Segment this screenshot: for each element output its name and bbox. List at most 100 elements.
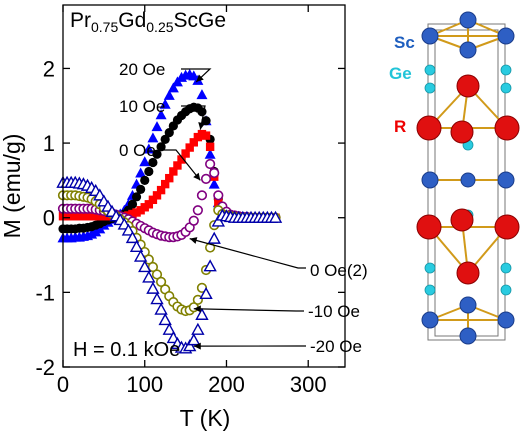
inset-label-sc: Sc (394, 33, 415, 52)
r-atoms (416, 74, 520, 285)
y-tick-label: -1 (35, 280, 55, 305)
data-point (205, 158, 216, 170)
y-tick-label: 2 (43, 56, 55, 81)
data-point (142, 270, 156, 283)
data-point (148, 195, 158, 205)
inset-label-ge: Ge (389, 64, 412, 83)
data-point (192, 294, 203, 305)
x-tick-label: 100 (126, 372, 163, 397)
data-point (163, 89, 175, 100)
arrow-head (193, 172, 201, 181)
y-tick-label: 0 (43, 206, 55, 231)
arrow-head (193, 342, 201, 350)
annotation-arrow (193, 308, 304, 312)
data-point (151, 121, 163, 132)
data-point (200, 173, 212, 185)
data-point (155, 276, 167, 288)
x-tick-label: 0 (57, 372, 69, 397)
data-point (209, 167, 220, 179)
data-point (146, 281, 160, 294)
data-point (151, 269, 163, 280)
data-point (192, 205, 203, 216)
arrow-head (189, 237, 198, 244)
annotation-label: -10 Oe (308, 302, 360, 321)
data-point (147, 261, 159, 273)
data-point (162, 322, 176, 335)
data-point (205, 142, 215, 152)
data-point (133, 249, 148, 262)
data-point (156, 142, 166, 152)
data-point (204, 148, 216, 159)
data-point (152, 149, 162, 159)
arrow-head (196, 74, 204, 82)
data-point (147, 132, 159, 143)
data-point (188, 215, 199, 226)
data-point (138, 260, 152, 273)
data-point (143, 143, 155, 154)
data-point (177, 155, 186, 164)
arrow-head (198, 122, 206, 130)
data-point (127, 199, 138, 209)
data-point (196, 190, 208, 201)
data-point (135, 167, 147, 178)
data-point (201, 116, 211, 126)
x-tick-label: 200 (208, 372, 245, 397)
data-point (173, 161, 182, 170)
annotation-arrow (181, 105, 206, 130)
data-point (129, 239, 144, 253)
data-point (203, 259, 217, 272)
data-point (197, 107, 207, 117)
annotation-label: 10 Oe (119, 97, 165, 116)
chart-title: Pr0.75Gd0.25ScGe (70, 9, 226, 35)
annotation-label: -20 Oe (310, 337, 362, 356)
annotation-arrow (161, 149, 201, 181)
data-point (169, 167, 178, 176)
data-point (131, 192, 142, 202)
data-point (181, 149, 190, 158)
data-point (154, 302, 168, 315)
data-point (187, 333, 201, 346)
annotation-arrow (189, 238, 306, 269)
data-point (139, 156, 151, 167)
data-point (185, 143, 194, 152)
data-point (207, 231, 221, 244)
chart-marks (56, 68, 283, 354)
data-point (183, 339, 197, 352)
inset-label-r: R (394, 117, 406, 136)
data-point (136, 184, 146, 194)
y-tick-label: 1 (43, 131, 55, 156)
data-point (213, 190, 224, 201)
data-point (155, 109, 167, 120)
data-point (144, 200, 154, 209)
data-point (125, 230, 140, 244)
data-point (158, 313, 172, 326)
data-point (199, 286, 213, 300)
arrow-head (193, 305, 201, 313)
title-sub-1: 0.75 (91, 19, 118, 35)
y-tick-label: -2 (35, 355, 55, 380)
crystal-structure-inset: Sc Ge R (389, 10, 520, 345)
data-point (144, 166, 154, 177)
data-point (189, 138, 198, 147)
annotation-label: 20 Oe (119, 60, 165, 79)
data-point (167, 82, 179, 93)
title-rest: ScGe (174, 9, 227, 32)
data-point (191, 322, 205, 335)
data-point (268, 210, 283, 223)
data-point (214, 198, 223, 207)
data-point (208, 178, 220, 189)
plot-frame (62, 4, 346, 368)
axis-ticks: 0 100 200 300 -2 -1 0 1 2 (35, 5, 345, 397)
data-point (164, 128, 174, 138)
data-point (150, 292, 164, 305)
field-label: H = 0.1 kOe (73, 339, 180, 361)
x-axis-label: T (K) (180, 405, 231, 431)
annotation-3: 0 Oe(2) (189, 237, 368, 280)
title-element-2: Gd (118, 9, 146, 32)
title-element-1: Pr (70, 9, 91, 32)
data-point (152, 191, 162, 200)
y-axis-label: M (emu/g) (0, 134, 25, 239)
data-point (159, 98, 171, 109)
annotation-2: 0 Oe (119, 141, 201, 181)
